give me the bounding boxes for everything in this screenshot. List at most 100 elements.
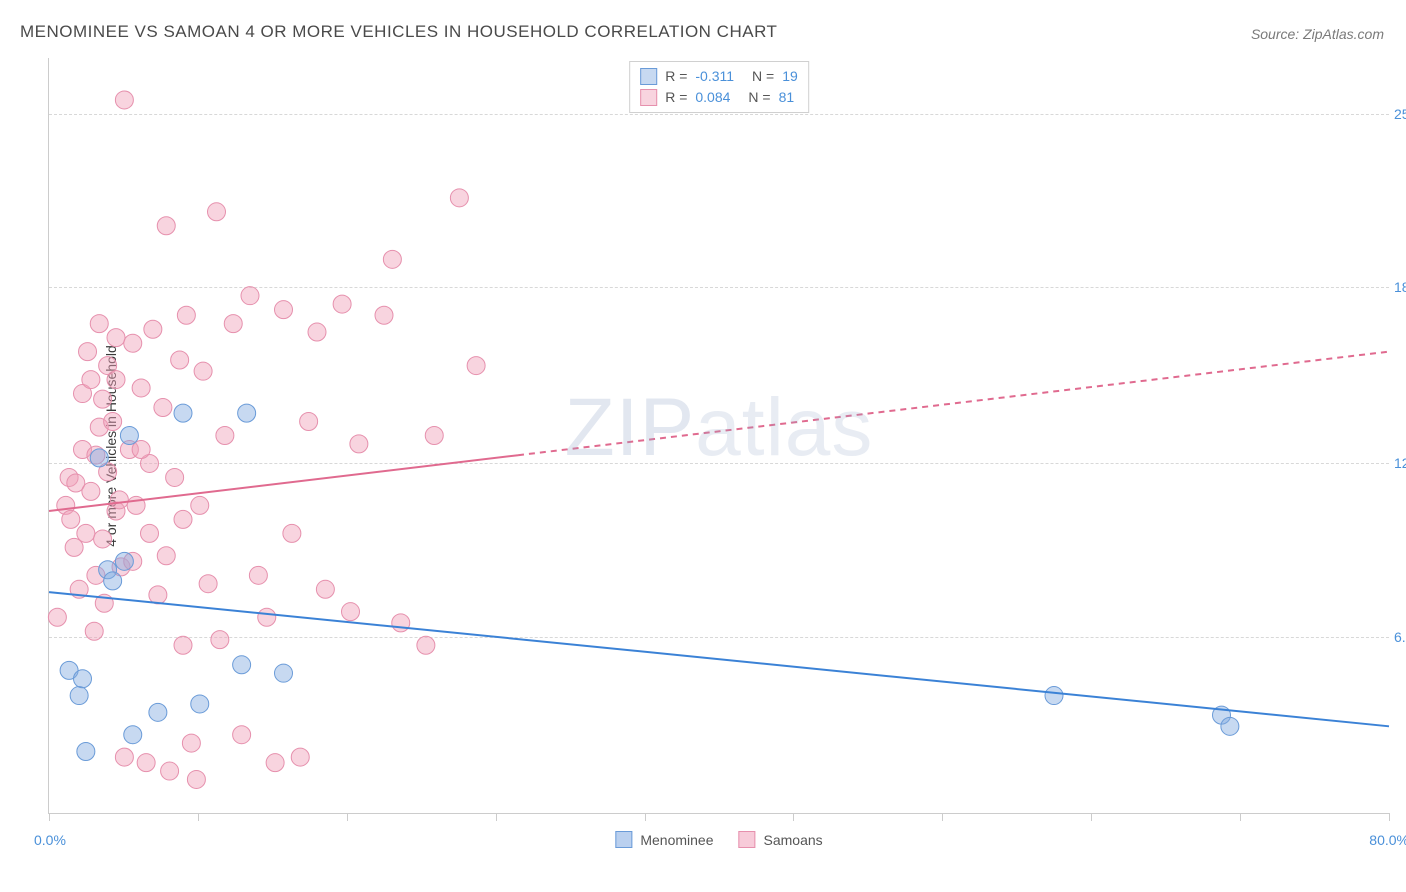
data-point	[132, 379, 150, 397]
data-point	[211, 631, 229, 649]
data-point	[199, 575, 217, 593]
y-tick-label: 25.0%	[1394, 106, 1406, 122]
stat-n-label: N =	[752, 66, 774, 87]
data-point	[342, 603, 360, 621]
x-tick	[496, 813, 497, 821]
data-point	[191, 695, 209, 713]
data-point	[124, 726, 142, 744]
data-point	[107, 329, 125, 347]
data-point	[107, 371, 125, 389]
data-point	[224, 315, 242, 333]
swatch-icon	[739, 831, 756, 848]
data-point	[94, 390, 112, 408]
data-point	[85, 622, 103, 640]
data-point	[182, 734, 200, 752]
data-point	[300, 413, 318, 431]
swatch-icon	[640, 68, 657, 85]
data-point	[450, 189, 468, 207]
data-point	[375, 306, 393, 324]
data-point	[171, 351, 189, 369]
x-tick	[198, 813, 199, 821]
x-tick	[1389, 813, 1390, 821]
data-point	[194, 362, 212, 380]
data-point	[79, 343, 97, 361]
data-point	[249, 566, 267, 584]
stat-n-value: 19	[782, 66, 798, 87]
stat-n-label: N =	[748, 87, 770, 108]
data-point	[110, 491, 128, 509]
data-point	[417, 636, 435, 654]
data-point	[90, 315, 108, 333]
stats-row-samoans: R = 0.084 N = 81	[640, 87, 798, 108]
x-tick	[1091, 813, 1092, 821]
data-point	[174, 510, 192, 528]
chart-container: MENOMINEE VS SAMOAN 4 OR MORE VEHICLES I…	[0, 0, 1406, 892]
data-point	[74, 670, 92, 688]
data-point	[48, 608, 66, 626]
data-point	[1045, 687, 1063, 705]
data-point	[275, 664, 293, 682]
data-point	[70, 687, 88, 705]
data-point	[124, 334, 142, 352]
legend-label: Samoans	[764, 832, 823, 848]
x-tick	[793, 813, 794, 821]
data-point	[90, 449, 108, 467]
data-point	[120, 427, 138, 445]
data-point	[333, 295, 351, 313]
x-tick	[645, 813, 646, 821]
data-point	[149, 703, 167, 721]
legend-label: Menominee	[640, 832, 713, 848]
x-tick	[942, 813, 943, 821]
stat-r-value: 0.084	[695, 87, 730, 108]
stat-n-value: 81	[779, 87, 795, 108]
regression-line-extrapolated	[518, 352, 1389, 456]
data-point	[275, 301, 293, 319]
stats-legend-box: R = -0.311 N = 19 R = 0.084 N = 81	[629, 61, 809, 113]
data-point	[308, 323, 326, 341]
data-point	[233, 726, 251, 744]
stat-r-label: R =	[665, 66, 687, 87]
stat-r-value: -0.311	[695, 66, 734, 87]
chart-title: MENOMINEE VS SAMOAN 4 OR MORE VEHICLES I…	[20, 22, 777, 42]
data-point	[62, 510, 80, 528]
plot-area: 6.3%12.5%18.8%25.0% ZIPatlas R = -0.311 …	[48, 58, 1389, 814]
data-point	[141, 524, 159, 542]
data-point	[177, 306, 195, 324]
data-point	[82, 482, 100, 500]
data-point	[216, 427, 234, 445]
data-point	[191, 496, 209, 514]
data-point	[77, 742, 95, 760]
data-point	[157, 547, 175, 565]
swatch-icon	[640, 89, 657, 106]
data-point	[115, 91, 133, 109]
stat-r-label: R =	[665, 87, 687, 108]
data-point	[187, 770, 205, 788]
scatter-svg	[49, 58, 1389, 813]
data-point	[283, 524, 301, 542]
legend-bottom: Menominee Samoans	[615, 831, 822, 848]
data-point	[425, 427, 443, 445]
data-point	[174, 404, 192, 422]
data-point	[467, 357, 485, 375]
x-tick	[49, 813, 50, 821]
data-point	[291, 748, 309, 766]
y-tick-label: 18.8%	[1394, 279, 1406, 295]
data-point	[104, 413, 122, 431]
data-point	[316, 580, 334, 598]
data-point	[82, 371, 100, 389]
data-point	[266, 754, 284, 772]
legend-item-menominee: Menominee	[615, 831, 713, 848]
data-point	[383, 250, 401, 268]
data-point	[350, 435, 368, 453]
data-point	[174, 636, 192, 654]
data-point	[241, 287, 259, 305]
data-point	[166, 468, 184, 486]
data-point	[149, 586, 167, 604]
data-point	[161, 762, 179, 780]
data-point	[115, 552, 133, 570]
data-point	[157, 217, 175, 235]
data-point	[137, 754, 155, 772]
data-point	[1221, 717, 1239, 735]
data-point	[115, 748, 133, 766]
regression-line	[49, 592, 1389, 726]
